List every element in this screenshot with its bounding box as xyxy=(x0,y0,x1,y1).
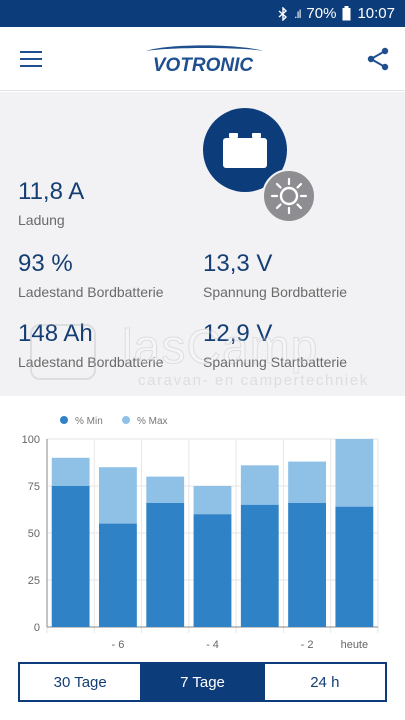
bar-min xyxy=(335,506,374,627)
bar-max xyxy=(288,461,326,503)
bluetooth-icon xyxy=(278,6,288,21)
metric-kapazitaet: 148 Ah Ladestand Bordbatterie xyxy=(18,320,164,370)
app-bar: VOTRONIC xyxy=(0,27,405,91)
bar-chart: % Min % Max 100 75 50 25 0 - 6 - 4 - 2 heute xyxy=(22,416,379,651)
metric-ladestand: 93 % Ladestand Bordbatterie xyxy=(18,250,164,300)
bar-min xyxy=(240,504,279,627)
bar-max xyxy=(240,465,279,505)
metric-label: Ladestand Bordbatterie xyxy=(18,354,164,370)
share-icon[interactable] xyxy=(366,47,390,71)
y-tick-label: 50 xyxy=(28,528,40,540)
metric-ladung: 11,8 A Ladung xyxy=(18,178,84,228)
svg-text:VOTRONIC: VOTRONIC xyxy=(153,55,254,75)
battery-info-panel xyxy=(0,92,405,396)
metric-value: 93 % xyxy=(18,250,73,277)
bar-min xyxy=(288,502,326,627)
y-tick-label: 0 xyxy=(34,622,40,634)
metric-value: 13,3 V xyxy=(203,250,273,277)
metric-label: Ladung xyxy=(18,212,65,228)
tab-24-h[interactable]: 24 h xyxy=(262,664,385,700)
bar-min xyxy=(51,486,90,627)
metric-label: Ladestand Bordbatterie xyxy=(18,284,164,300)
x-tick-label: heute xyxy=(341,639,369,651)
bar-min xyxy=(146,502,185,627)
x-tick-label: - 6 xyxy=(112,639,125,651)
sun-icon xyxy=(270,177,308,215)
menu-icon[interactable] xyxy=(20,51,42,67)
bar-min xyxy=(193,514,232,627)
x-tick-label: - 2 xyxy=(301,639,314,651)
bar-min xyxy=(99,523,137,627)
range-tabs: 30 Tage 7 Tage 24 h xyxy=(18,662,387,702)
clock: 10:07 xyxy=(357,5,395,22)
legend-swatch xyxy=(122,416,130,424)
history-chart: % Min % Max 100 75 50 25 0 - 6 - 4 - 2 heute xyxy=(0,398,405,660)
votronic-logo: VOTRONIC xyxy=(146,45,264,75)
legend-label: % Max xyxy=(137,416,168,427)
metric-value: 148 Ah xyxy=(18,320,93,347)
bar-max xyxy=(193,486,232,515)
bar-max xyxy=(99,467,137,524)
legend-label: % Min xyxy=(75,416,103,427)
solar-badge xyxy=(262,169,316,223)
metric-value: 11,8 A xyxy=(18,178,85,205)
bar-max xyxy=(146,476,185,503)
metric-label: Spannung Bordbatterie xyxy=(203,284,347,300)
metric-spannung-bord: 13,3 V Spannung Bordbatterie xyxy=(203,250,347,300)
status-bar: .ıl 70% 10:07 xyxy=(0,0,405,27)
battery-icon xyxy=(223,133,267,168)
metric-label: Spannung Startbatterie xyxy=(203,354,347,370)
bar-max xyxy=(335,439,374,507)
y-tick-label: 25 xyxy=(28,575,40,587)
signal-icon: .ıl xyxy=(294,6,301,21)
y-tick-label: 100 xyxy=(22,434,40,446)
tab-30-tage[interactable]: 30 Tage xyxy=(53,673,107,691)
battery-percent: 70% xyxy=(306,5,337,22)
bar-max xyxy=(51,457,90,486)
x-tick-label: - 4 xyxy=(206,639,219,651)
metric-spannung-start: 12,9 V Spannung Startbatterie xyxy=(203,320,347,370)
battery-icon xyxy=(342,6,351,21)
tab-7-tage[interactable]: 7 Tage xyxy=(140,664,263,700)
y-tick-label: 75 xyxy=(28,481,40,493)
legend-swatch xyxy=(60,416,68,424)
metric-value: 12,9 V xyxy=(203,320,273,347)
